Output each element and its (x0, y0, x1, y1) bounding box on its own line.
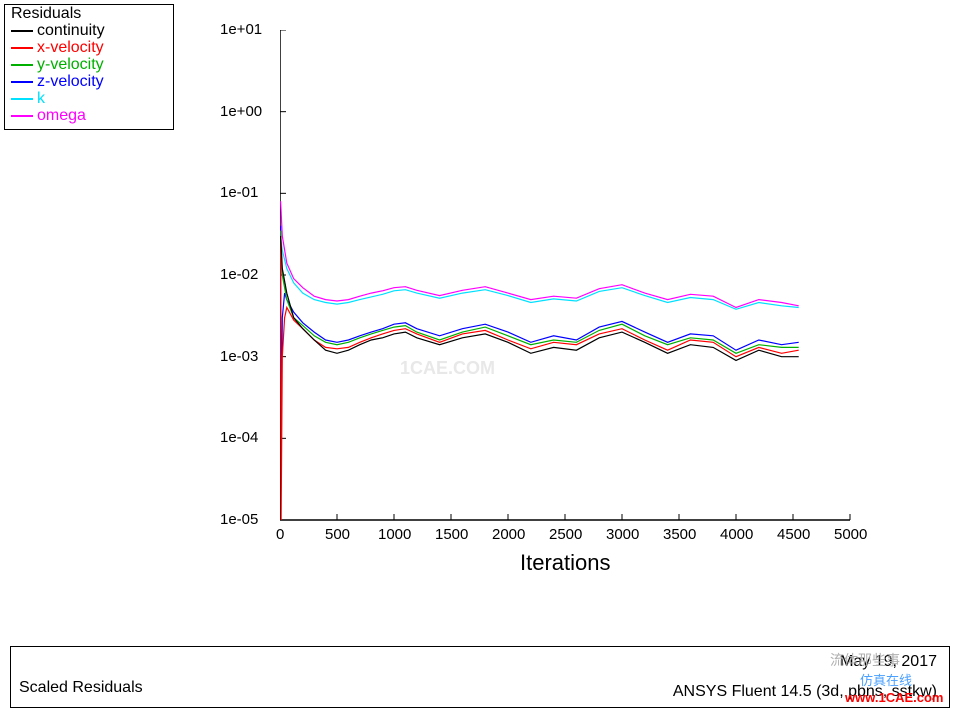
x-tick-label: 500 (325, 526, 350, 543)
x-tick-label: 2000 (492, 526, 525, 543)
residuals-chart (280, 30, 852, 522)
y-tick-label: 1e-04 (220, 429, 258, 446)
x-tick-label: 2500 (549, 526, 582, 543)
x-axis-title: Iterations (520, 550, 611, 576)
legend-box: Residuals continuityx-velocityy-velocity… (4, 4, 174, 130)
x-tick-label: 4000 (720, 526, 753, 543)
footer-left-label: Scaled Residuals (19, 679, 143, 697)
legend-item-x-velocity: x-velocity (5, 39, 173, 56)
watermark: 仿真在线 (860, 670, 912, 689)
legend-item-continuity: continuity (5, 22, 173, 39)
legend-label: continuity (37, 22, 105, 39)
series-z-velocity (281, 226, 799, 438)
x-tick-label: 0 (276, 526, 284, 543)
x-tick-label: 4500 (777, 526, 810, 543)
legend-label: y-velocity (37, 56, 104, 73)
legend-title: Residuals (5, 5, 173, 22)
legend-label: k (37, 90, 45, 107)
legend-swatch (11, 30, 33, 32)
y-tick-label: 1e-03 (220, 348, 258, 365)
series-y-velocity (281, 231, 799, 354)
watermark: www.1CAE.com (845, 690, 943, 705)
legend-swatch (11, 47, 33, 49)
legend-item-y-velocity: y-velocity (5, 56, 173, 73)
x-tick-label: 1500 (435, 526, 468, 543)
x-tick-label: 1000 (378, 526, 411, 543)
legend-label: z-velocity (37, 73, 104, 90)
legend-item-omega: omega (5, 107, 173, 124)
watermark: 1CAE.COM (400, 358, 495, 379)
y-tick-label: 1e+01 (220, 21, 262, 38)
footer-box: Scaled Residuals May 19, 2017 ANSYS Flue… (10, 646, 950, 708)
y-tick-label: 1e-02 (220, 266, 258, 283)
y-tick-label: 1e-01 (220, 184, 258, 201)
watermark: 流体那些事 (830, 650, 900, 670)
legend-swatch (11, 115, 33, 117)
legend-swatch (11, 98, 33, 100)
legend-label: x-velocity (37, 39, 104, 56)
x-tick-label: 5000 (834, 526, 867, 543)
series-omega (281, 201, 799, 307)
legend-swatch (11, 64, 33, 66)
y-tick-label: 1e+00 (220, 103, 262, 120)
x-tick-label: 3500 (663, 526, 696, 543)
x-tick-label: 3000 (606, 526, 639, 543)
legend-label: omega (37, 107, 86, 124)
series-x-velocity (281, 236, 799, 520)
legend-swatch (11, 81, 33, 83)
legend-item-k: k (5, 90, 173, 107)
y-tick-label: 1e-05 (220, 511, 258, 528)
legend-item-z-velocity: z-velocity (5, 73, 173, 90)
